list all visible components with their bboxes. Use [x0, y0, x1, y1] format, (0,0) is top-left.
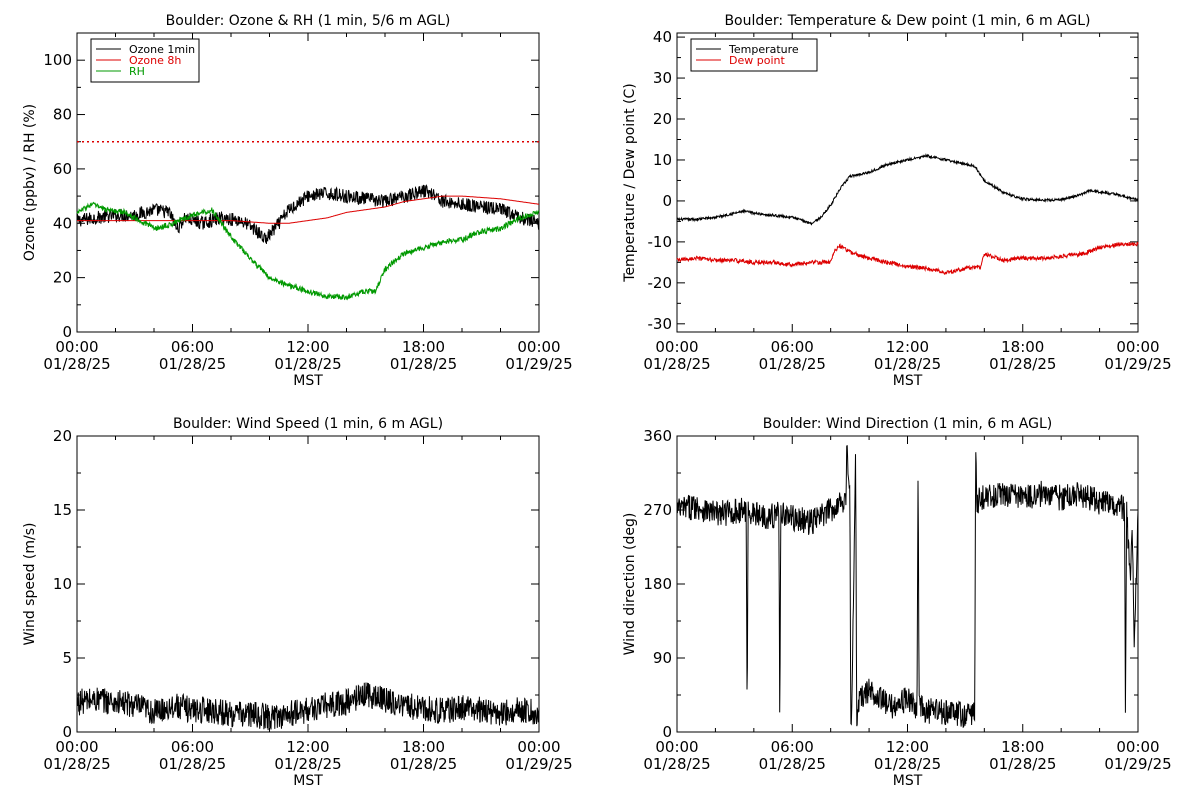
x-tick-date: 01/29/25	[505, 355, 572, 373]
y-tick-label: 60	[53, 160, 72, 178]
x-tick-date: 01/28/25	[759, 755, 826, 773]
x-tick-time: 00:00	[655, 738, 698, 756]
legend-box	[690, 38, 818, 72]
temperature-dewpoint-panel: Boulder: Temperature & Dew point (1 min,…	[622, 13, 1172, 389]
x-tick-date: 01/29/25	[1104, 355, 1171, 373]
y-tick-label: 10	[53, 575, 72, 593]
x-tick-time: 18:00	[1001, 338, 1044, 356]
x-tick-time: 12:00	[886, 738, 929, 756]
legend-label: Temperature	[728, 43, 799, 56]
x-tick-date: 01/28/25	[989, 755, 1056, 773]
chart-title: Boulder: Wind Speed (1 min, 6 m AGL)	[173, 416, 443, 432]
y-tick-label: 20	[53, 427, 72, 445]
series-line-series	[76, 682, 540, 731]
y-tick-label: -20	[648, 274, 673, 292]
chart-title: Boulder: Wind Direction (1 min, 6 m AGL)	[763, 416, 1052, 432]
x-tick-date: 01/29/25	[505, 755, 572, 773]
wind-direction-panel: Boulder: Wind Direction (1 min, 6 m AGL)…	[622, 416, 1172, 789]
x-tick-date: 01/28/25	[43, 355, 110, 373]
series-line-ozone-8h	[77, 195, 539, 224]
y-tick-label: 20	[53, 269, 72, 287]
x-tick-time: 06:00	[171, 338, 214, 356]
y-tick-label: -30	[648, 315, 673, 333]
y-tick-label: 80	[53, 106, 72, 124]
y-tick-label: -10	[648, 233, 673, 251]
x-tick-time: 18:00	[1001, 738, 1044, 756]
y-tick-label: 5	[62, 649, 72, 667]
x-tick-date: 01/28/25	[274, 755, 341, 773]
legend-label: Ozone 1min	[129, 43, 195, 56]
series-line-dew-point	[676, 241, 1139, 275]
x-tick-time: 00:00	[517, 738, 560, 756]
x-tick-date: 01/28/25	[874, 755, 941, 773]
y-tick-label: 0	[62, 323, 72, 341]
x-tick-date: 01/28/25	[643, 755, 710, 773]
series-line-temperature	[676, 152, 1139, 226]
x-tick-time: 00:00	[655, 338, 698, 356]
legend-label: RH	[129, 65, 145, 78]
y-axis-label: Wind speed (m/s)	[22, 523, 38, 646]
y-tick-label: 90	[653, 649, 672, 667]
x-tick-time: 06:00	[171, 738, 214, 756]
chart-title: Boulder: Ozone & RH (1 min, 5/6 m AGL)	[166, 13, 451, 29]
y-tick-label: 270	[643, 501, 672, 519]
x-axis-label: MST	[293, 373, 323, 389]
y-tick-label: 30	[653, 69, 672, 87]
series-line-series	[676, 445, 1139, 729]
x-tick-time: 06:00	[771, 738, 814, 756]
y-tick-label: 40	[653, 28, 672, 46]
x-axis-label: MST	[893, 773, 923, 789]
x-tick-date: 01/29/25	[1104, 755, 1171, 773]
x-tick-time: 18:00	[402, 738, 445, 756]
x-tick-date: 01/28/25	[643, 355, 710, 373]
x-tick-date: 01/28/25	[390, 755, 457, 773]
x-tick-time: 00:00	[1116, 738, 1159, 756]
x-axis-label: MST	[893, 373, 923, 389]
x-tick-time: 12:00	[886, 338, 929, 356]
plot-frame	[676, 32, 1139, 333]
x-tick-time: 00:00	[517, 338, 560, 356]
series-line-rh	[76, 201, 540, 301]
y-tick-label: 10	[653, 151, 672, 169]
x-tick-time: 00:00	[55, 738, 98, 756]
chart-title: Boulder: Temperature & Dew point (1 min,…	[724, 13, 1090, 29]
y-axis-label: Wind direction (deg)	[622, 513, 638, 656]
x-tick-date: 01/28/25	[43, 755, 110, 773]
y-tick-label: 40	[53, 214, 72, 232]
x-tick-date: 01/28/25	[759, 355, 826, 373]
y-tick-label: 20	[653, 110, 672, 128]
x-tick-time: 12:00	[286, 738, 329, 756]
y-axis-label: Ozone (ppbv) / RH (%)	[22, 104, 38, 261]
x-axis-label: MST	[293, 773, 323, 789]
y-axis-label: Temperature / Dew point (C)	[622, 83, 638, 282]
x-tick-time: 00:00	[55, 338, 98, 356]
y-tick-label: 0	[662, 723, 672, 741]
x-tick-date: 01/28/25	[159, 355, 226, 373]
wind-speed-panel: Boulder: Wind Speed (1 min, 6 m AGL) 0 5 10…	[22, 416, 573, 789]
x-tick-time: 00:00	[1116, 338, 1159, 356]
series-line-ozone-1min	[76, 184, 540, 245]
legend-label: Ozone 8h	[129, 54, 181, 67]
x-tick-time: 06:00	[771, 338, 814, 356]
ozone-rh-panel: Boulder: Ozone & RH (1 min, 5/6 m AGL) 0 2…	[22, 13, 573, 389]
y-tick-label: 0	[662, 192, 672, 210]
x-tick-time: 12:00	[286, 338, 329, 356]
x-tick-date: 01/28/25	[159, 755, 226, 773]
x-tick-date: 01/28/25	[274, 355, 341, 373]
x-tick-date: 01/28/25	[390, 355, 457, 373]
plot-frame	[76, 435, 540, 733]
y-tick-label: 100	[43, 51, 72, 69]
y-tick-label: 15	[53, 501, 72, 519]
legend-label: Dew point	[729, 54, 785, 67]
y-tick-label: 180	[643, 575, 672, 593]
y-tick-label: 0	[62, 723, 72, 741]
x-tick-date: 01/28/25	[989, 355, 1056, 373]
y-tick-label: 360	[643, 427, 672, 445]
x-tick-date: 01/28/25	[874, 355, 941, 373]
x-tick-time: 18:00	[402, 338, 445, 356]
